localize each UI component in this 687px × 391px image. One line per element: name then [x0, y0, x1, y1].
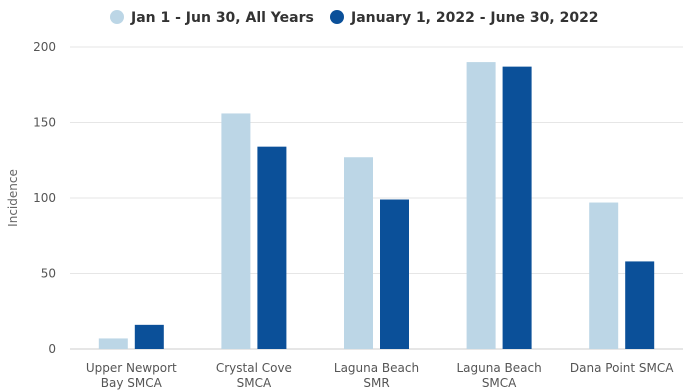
bar-1-1[interactable]: [98, 338, 128, 349]
bar-1-3[interactable]: [344, 157, 373, 349]
bar-1-2[interactable]: [221, 113, 251, 349]
y-tick-label-100: 100: [33, 191, 56, 205]
legend-label-1[interactable]: Jan 1 - Jun 30, All Years: [130, 10, 314, 26]
y-tick-label-200: 200: [33, 40, 56, 54]
bar-1-5[interactable]: [589, 202, 619, 349]
bar-1-4[interactable]: [466, 62, 496, 349]
x-tick-label-4: Laguna Beach SMCA: [456, 361, 541, 390]
x-tick-label-3: Laguna Beach SMR: [334, 361, 419, 390]
bar-2-5[interactable]: [625, 261, 655, 349]
x-axis-labels: Upper Newport Bay SMCA Crystal Cove SMCA Lag…: [86, 361, 674, 390]
x-tick-label-1: Upper Newport Bay SMCA: [86, 361, 177, 390]
bar-2-2[interactable]: [257, 146, 287, 349]
y-tick-label-0: 0: [48, 342, 56, 356]
y-axis-title: Incidence: [6, 169, 20, 227]
y-tick-label-50: 50: [41, 267, 56, 281]
legend: Jan 1 - Jun 30, All Years January 1, 2022…: [110, 10, 599, 26]
bar-2-3[interactable]: [380, 199, 409, 349]
legend-marker-2[interactable]: [330, 10, 344, 24]
bar-2-1[interactable]: [134, 324, 164, 349]
y-axis-ticks: 0 50 100 150 200: [33, 40, 56, 356]
y-tick-label-150: 150: [33, 116, 56, 130]
x-tick-label-5: Dana Point SMCA: [570, 361, 674, 375]
legend-label-2[interactable]: January 1, 2022 - June 30, 2022: [350, 10, 599, 26]
gridlines: [70, 46, 683, 350]
x-tick-label-2: Crystal Cove SMCA: [216, 361, 292, 390]
bar-2-4[interactable]: [502, 66, 532, 349]
legend-marker-1[interactable]: [110, 10, 124, 24]
bars: [98, 62, 655, 349]
